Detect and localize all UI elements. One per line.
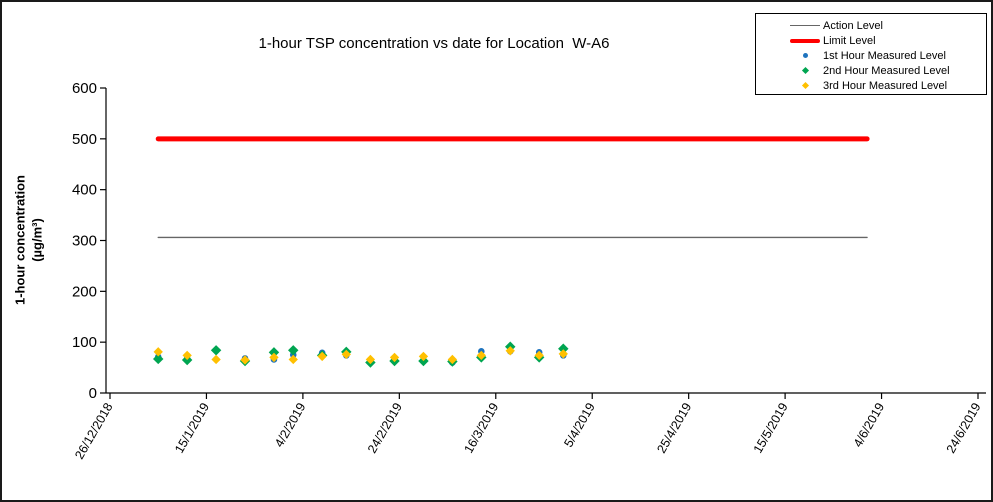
- legend-item-3rd-hour: 3rd Hour Measured Level: [756, 78, 986, 93]
- legend-item-label: 1st Hour Measured Level: [823, 49, 946, 62]
- data-point-series-3: [534, 350, 544, 361]
- legend-item-1st-hour: 1st Hour Measured Level: [756, 48, 986, 63]
- data-point-series-3: [505, 346, 515, 356]
- data-point-series-3: [182, 350, 192, 361]
- x-tick-label: 4/6/2019: [851, 400, 887, 449]
- second-hour-marker-sample: [787, 66, 823, 75]
- legend-box: Action Level Limit Level 1st Hour Measur…: [755, 13, 987, 95]
- data-point-series-3: [269, 352, 279, 363]
- data-point-series-3: [288, 354, 298, 365]
- data-point-series-3: [447, 354, 458, 365]
- data-point-series-3: [153, 347, 163, 357]
- y-tick-label: 300: [72, 233, 97, 250]
- y-tick-label: 600: [72, 80, 97, 97]
- data-point-series-3: [476, 350, 486, 361]
- data-point-series-2: [268, 347, 280, 358]
- y-tick-label: 500: [72, 131, 97, 148]
- legend-item-label: 2nd Hour Measured Level: [823, 64, 950, 77]
- x-tick-label: 24/6/2019: [944, 400, 984, 455]
- x-tick-label: 15/1/2019: [172, 400, 212, 455]
- legend-item-label: 3rd Hour Measured Level: [823, 79, 948, 92]
- y-tick-label: 100: [72, 334, 97, 351]
- data-point-series-3: [211, 354, 221, 365]
- data-point-series-3: [317, 351, 327, 362]
- data-point-series-2: [210, 345, 222, 356]
- legend-item-label: Action Level: [823, 19, 883, 32]
- legend-item-2nd-hour: 2nd Hour Measured Level: [756, 63, 986, 78]
- data-point-series-3: [418, 351, 429, 362]
- x-tick-label: 26/12/2018: [72, 400, 115, 461]
- chart-title: 1-hour TSP concentration vs date for Loc…: [258, 35, 610, 52]
- x-tick-label: 25/4/2019: [654, 400, 694, 455]
- limit-level-line-sample: [787, 38, 823, 43]
- data-point-series-3: [389, 352, 400, 363]
- data-point-series-3: [240, 355, 250, 365]
- first-hour-marker-sample: [787, 53, 823, 58]
- data-point-series-2: [288, 345, 299, 356]
- action-level-line-sample: [787, 25, 823, 26]
- data-point-series-3: [341, 349, 351, 360]
- y-tick-label: 200: [72, 283, 97, 300]
- data-point-series-2: [152, 353, 164, 365]
- x-tick-label: 15/5/2019: [751, 400, 791, 455]
- y-tick-label: 0: [89, 385, 97, 402]
- legend-item-action-level: Action Level: [756, 18, 986, 33]
- x-tick-label: 24/2/2019: [365, 400, 405, 455]
- third-hour-marker-sample: [787, 81, 823, 90]
- data-point-series-3: [365, 354, 376, 365]
- x-tick-label: 4/2/2019: [272, 400, 308, 449]
- x-tick-label: 5/4/2019: [561, 400, 597, 449]
- legend-item-label: Limit Level: [823, 34, 876, 47]
- y-tick-label: 400: [72, 182, 97, 199]
- x-tick-label: 16/3/2019: [461, 400, 501, 455]
- legend-item-limit-level: Limit Level: [756, 33, 986, 48]
